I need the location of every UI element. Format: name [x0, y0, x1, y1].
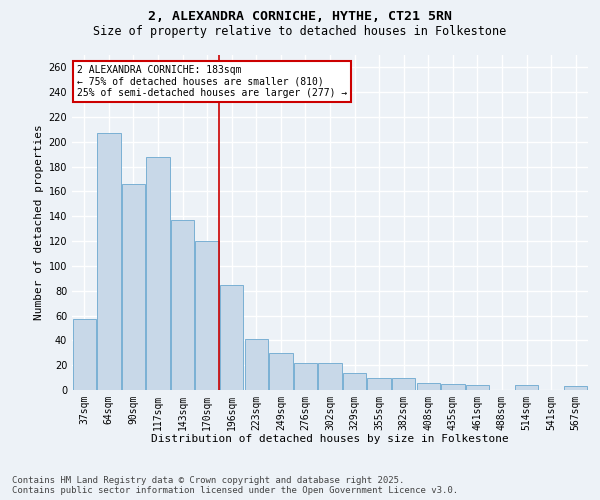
- Bar: [196, 241, 219, 390]
- Text: Size of property relative to detached houses in Folkestone: Size of property relative to detached ho…: [94, 25, 506, 38]
- Text: 2 ALEXANDRA CORNICHE: 183sqm
← 75% of detached houses are smaller (810)
25% of s: 2 ALEXANDRA CORNICHE: 183sqm ← 75% of de…: [77, 65, 347, 98]
- Bar: [171, 220, 194, 390]
- Bar: [466, 385, 489, 390]
- Y-axis label: Number of detached properties: Number of detached properties: [34, 124, 44, 320]
- Bar: [441, 384, 464, 390]
- Bar: [515, 385, 538, 390]
- Bar: [416, 382, 440, 390]
- Bar: [220, 284, 244, 390]
- Bar: [245, 339, 268, 390]
- Bar: [269, 353, 293, 390]
- Bar: [294, 362, 317, 390]
- Text: Contains HM Land Registry data © Crown copyright and database right 2025.
Contai: Contains HM Land Registry data © Crown c…: [12, 476, 458, 495]
- Bar: [146, 156, 170, 390]
- Text: 2, ALEXANDRA CORNICHE, HYTHE, CT21 5RN: 2, ALEXANDRA CORNICHE, HYTHE, CT21 5RN: [148, 10, 452, 23]
- Bar: [97, 133, 121, 390]
- Bar: [319, 362, 341, 390]
- X-axis label: Distribution of detached houses by size in Folkestone: Distribution of detached houses by size …: [151, 434, 509, 444]
- Bar: [122, 184, 145, 390]
- Bar: [343, 372, 366, 390]
- Bar: [367, 378, 391, 390]
- Bar: [392, 378, 415, 390]
- Bar: [564, 386, 587, 390]
- Bar: [73, 320, 96, 390]
